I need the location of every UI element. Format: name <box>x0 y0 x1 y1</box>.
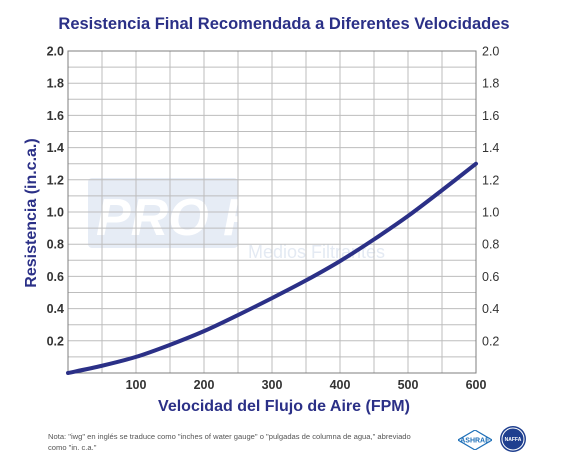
naffa-logo-text: NAFFA <box>505 437 522 443</box>
watermark-brand: PRO FILTEC <box>96 189 403 247</box>
naffa-logo: NAFFA <box>500 426 526 452</box>
y-tick-label-right: 1.8 <box>482 77 499 91</box>
y-tick-label-right: 0.8 <box>482 238 499 252</box>
y-tick-label-left: 1.2 <box>47 173 64 187</box>
x-tick-label: 600 <box>466 378 487 392</box>
y-axis-left: 0.2 0.4 0.6 0.8 1.0 1.2 1.4 1.6 1.8 2.0 <box>47 45 64 349</box>
ashrae-logo-icon: ASHRAE <box>456 429 494 451</box>
x-tick-label: 200 <box>194 378 215 392</box>
y-tick-label-right: 1.6 <box>482 109 499 123</box>
y-tick-label-left: 0.6 <box>47 270 64 284</box>
naffa-logo-icon: NAFFA <box>501 427 525 451</box>
y-tick-label-right: 0.2 <box>482 334 499 348</box>
y-tick-label-right: 1.2 <box>482 173 499 187</box>
y-tick-label-right: 1.4 <box>482 141 499 155</box>
x-tick-label: 100 <box>126 378 147 392</box>
y-tick-label-left: 1.6 <box>47 109 64 123</box>
x-axis: 100 200 300 400 500 600 <box>126 378 487 392</box>
x-tick-label: 300 <box>262 378 283 392</box>
y-axis-title: Resistencia (in.c.a.) <box>23 138 40 287</box>
series-line <box>66 161 478 375</box>
y-tick-label-right: 0.4 <box>482 302 499 316</box>
y-tick-label-right: 0.6 <box>482 270 499 284</box>
y-tick-label-right: 2.0 <box>482 45 499 59</box>
plot-frame <box>67 50 477 374</box>
y-axis-right: 0.2 0.4 0.6 0.8 1.0 1.2 1.4 1.6 1.8 2.0 <box>482 45 499 349</box>
x-axis-title: Velocidad del Flujo de Aire (FPM) <box>158 398 410 415</box>
y-tick-label-left: 0.8 <box>47 238 64 252</box>
chart-title: Resistencia Final Recomendada a Diferent… <box>58 15 509 33</box>
y-tick-label-left: 2.0 <box>47 45 64 59</box>
footnote: Nota: "iwg" en inglés se traduce como "i… <box>48 432 411 452</box>
ashrae-logo: ASHRAE <box>456 429 494 451</box>
watermark-tagline: Medios Filtrantes <box>248 242 385 262</box>
y-tick-label-left: 1.4 <box>47 141 64 155</box>
y-tick-label-right: 1.0 <box>482 206 499 220</box>
x-tick-label: 400 <box>330 378 351 392</box>
ashrae-logo-text: ASHRAE <box>460 438 490 445</box>
y-tick-label-left: 1.8 <box>47 77 64 91</box>
y-tick-label-left: 0.2 <box>47 334 64 348</box>
y-tick-label-left: 1.0 <box>47 206 64 220</box>
x-tick-label: 500 <box>398 378 419 392</box>
y-tick-label-left: 0.4 <box>47 302 64 316</box>
